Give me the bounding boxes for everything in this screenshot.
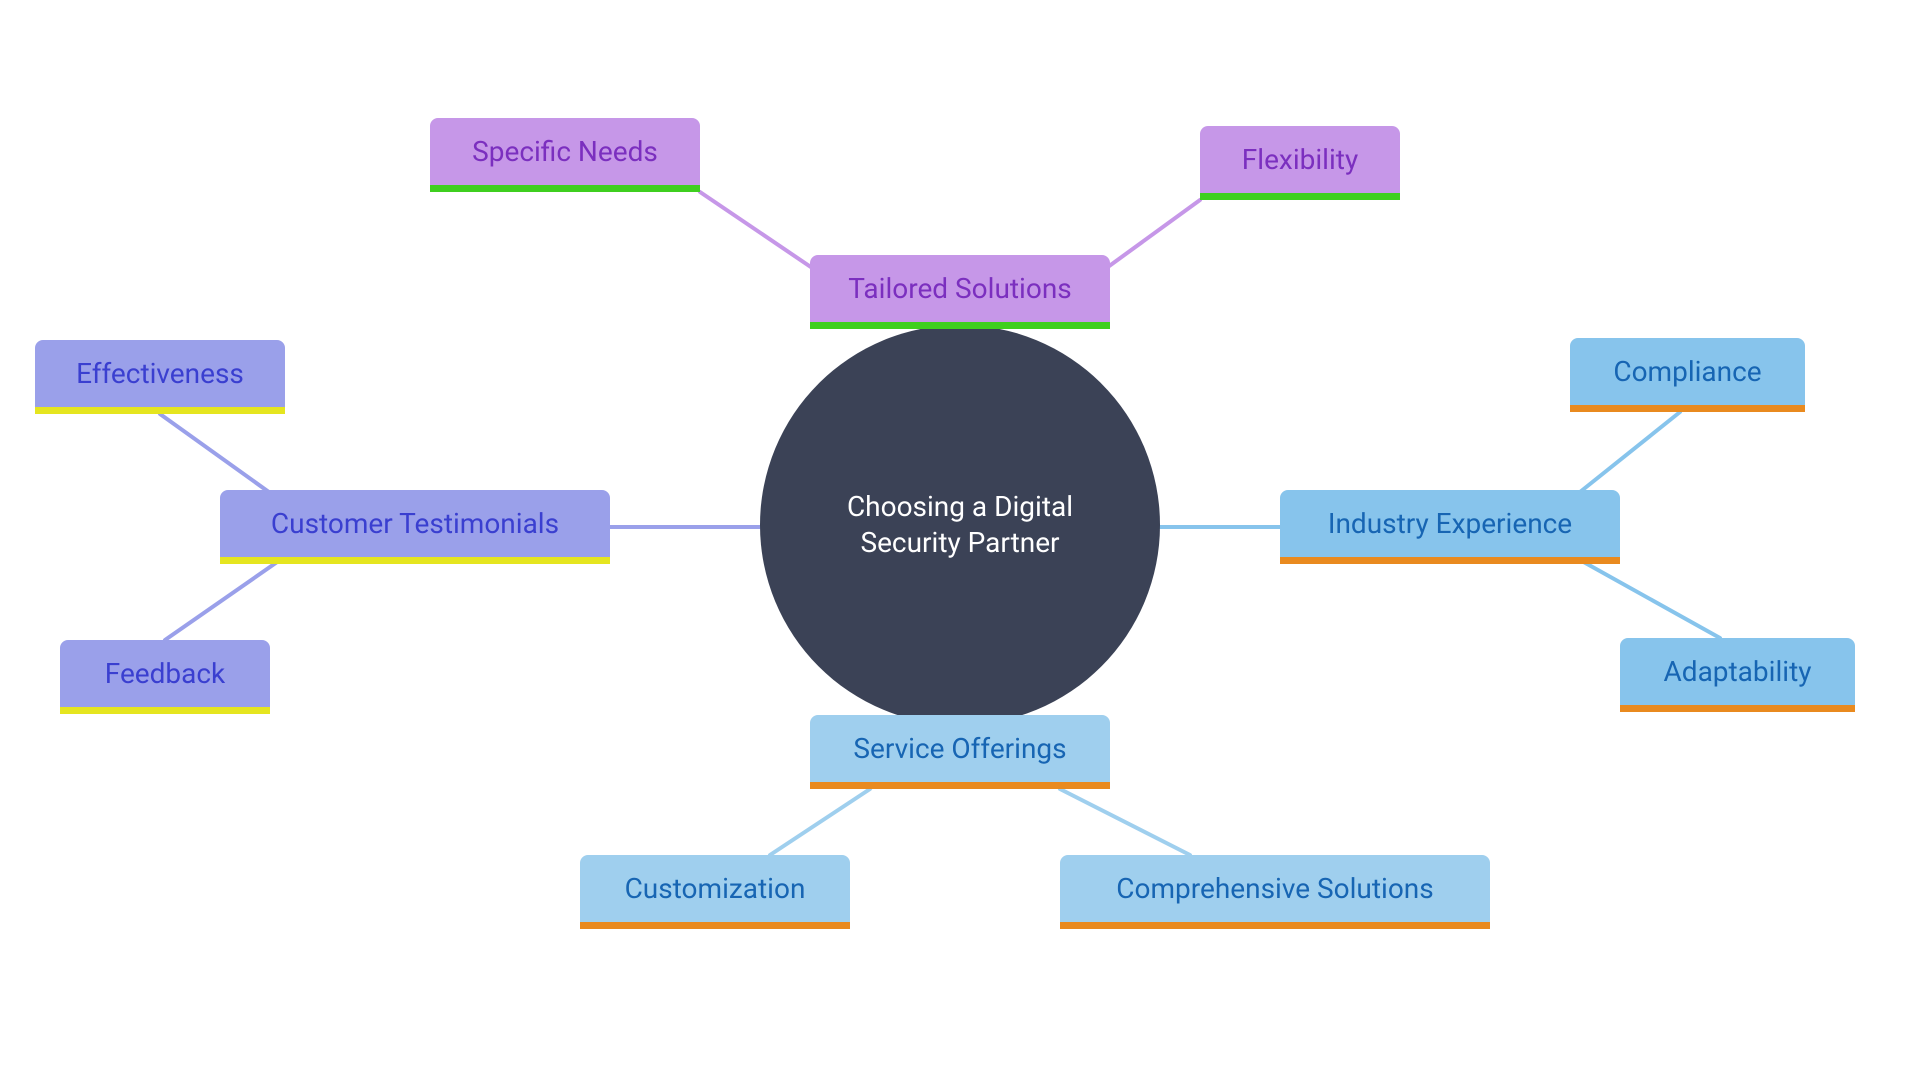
branch-label: Service Offerings	[853, 732, 1066, 765]
branch-label: Tailored Solutions	[848, 272, 1071, 305]
leaf-label: Effectiveness	[76, 357, 244, 390]
leaf-compliance: Compliance	[1570, 338, 1805, 412]
branch-label: Customer Testimonials	[271, 507, 559, 540]
mindmap-canvas: Choosing a Digital Security Partner Tail…	[0, 0, 1920, 1080]
leaf-effectiveness: Effectiveness	[35, 340, 285, 414]
center-node: Choosing a Digital Security Partner	[760, 325, 1160, 725]
leaf-feedback: Feedback	[60, 640, 270, 714]
leaf-customization: Customization	[580, 855, 850, 929]
leaf-label: Adaptability	[1664, 655, 1812, 688]
leaf-label: Customization	[625, 872, 806, 905]
leaf-label: Specific Needs	[472, 135, 658, 168]
leaf-label: Compliance	[1613, 355, 1761, 388]
leaf-adaptability: Adaptability	[1620, 638, 1855, 712]
leaf-comprehensive-solutions: Comprehensive Solutions	[1060, 855, 1490, 929]
branch-tailored-solutions: Tailored Solutions	[810, 255, 1110, 329]
branch-customer-testimonials: Customer Testimonials	[220, 490, 610, 564]
leaf-label: Flexibility	[1242, 143, 1358, 176]
branch-industry-experience: Industry Experience	[1280, 490, 1620, 564]
branch-service-offerings: Service Offerings	[810, 715, 1110, 789]
leaf-flexibility: Flexibility	[1200, 126, 1400, 200]
leaf-label: Feedback	[105, 657, 225, 690]
branch-label: Industry Experience	[1328, 507, 1572, 540]
center-label: Choosing a Digital Security Partner	[800, 489, 1120, 562]
leaf-specific-needs: Specific Needs	[430, 118, 700, 192]
leaf-label: Comprehensive Solutions	[1116, 872, 1433, 905]
